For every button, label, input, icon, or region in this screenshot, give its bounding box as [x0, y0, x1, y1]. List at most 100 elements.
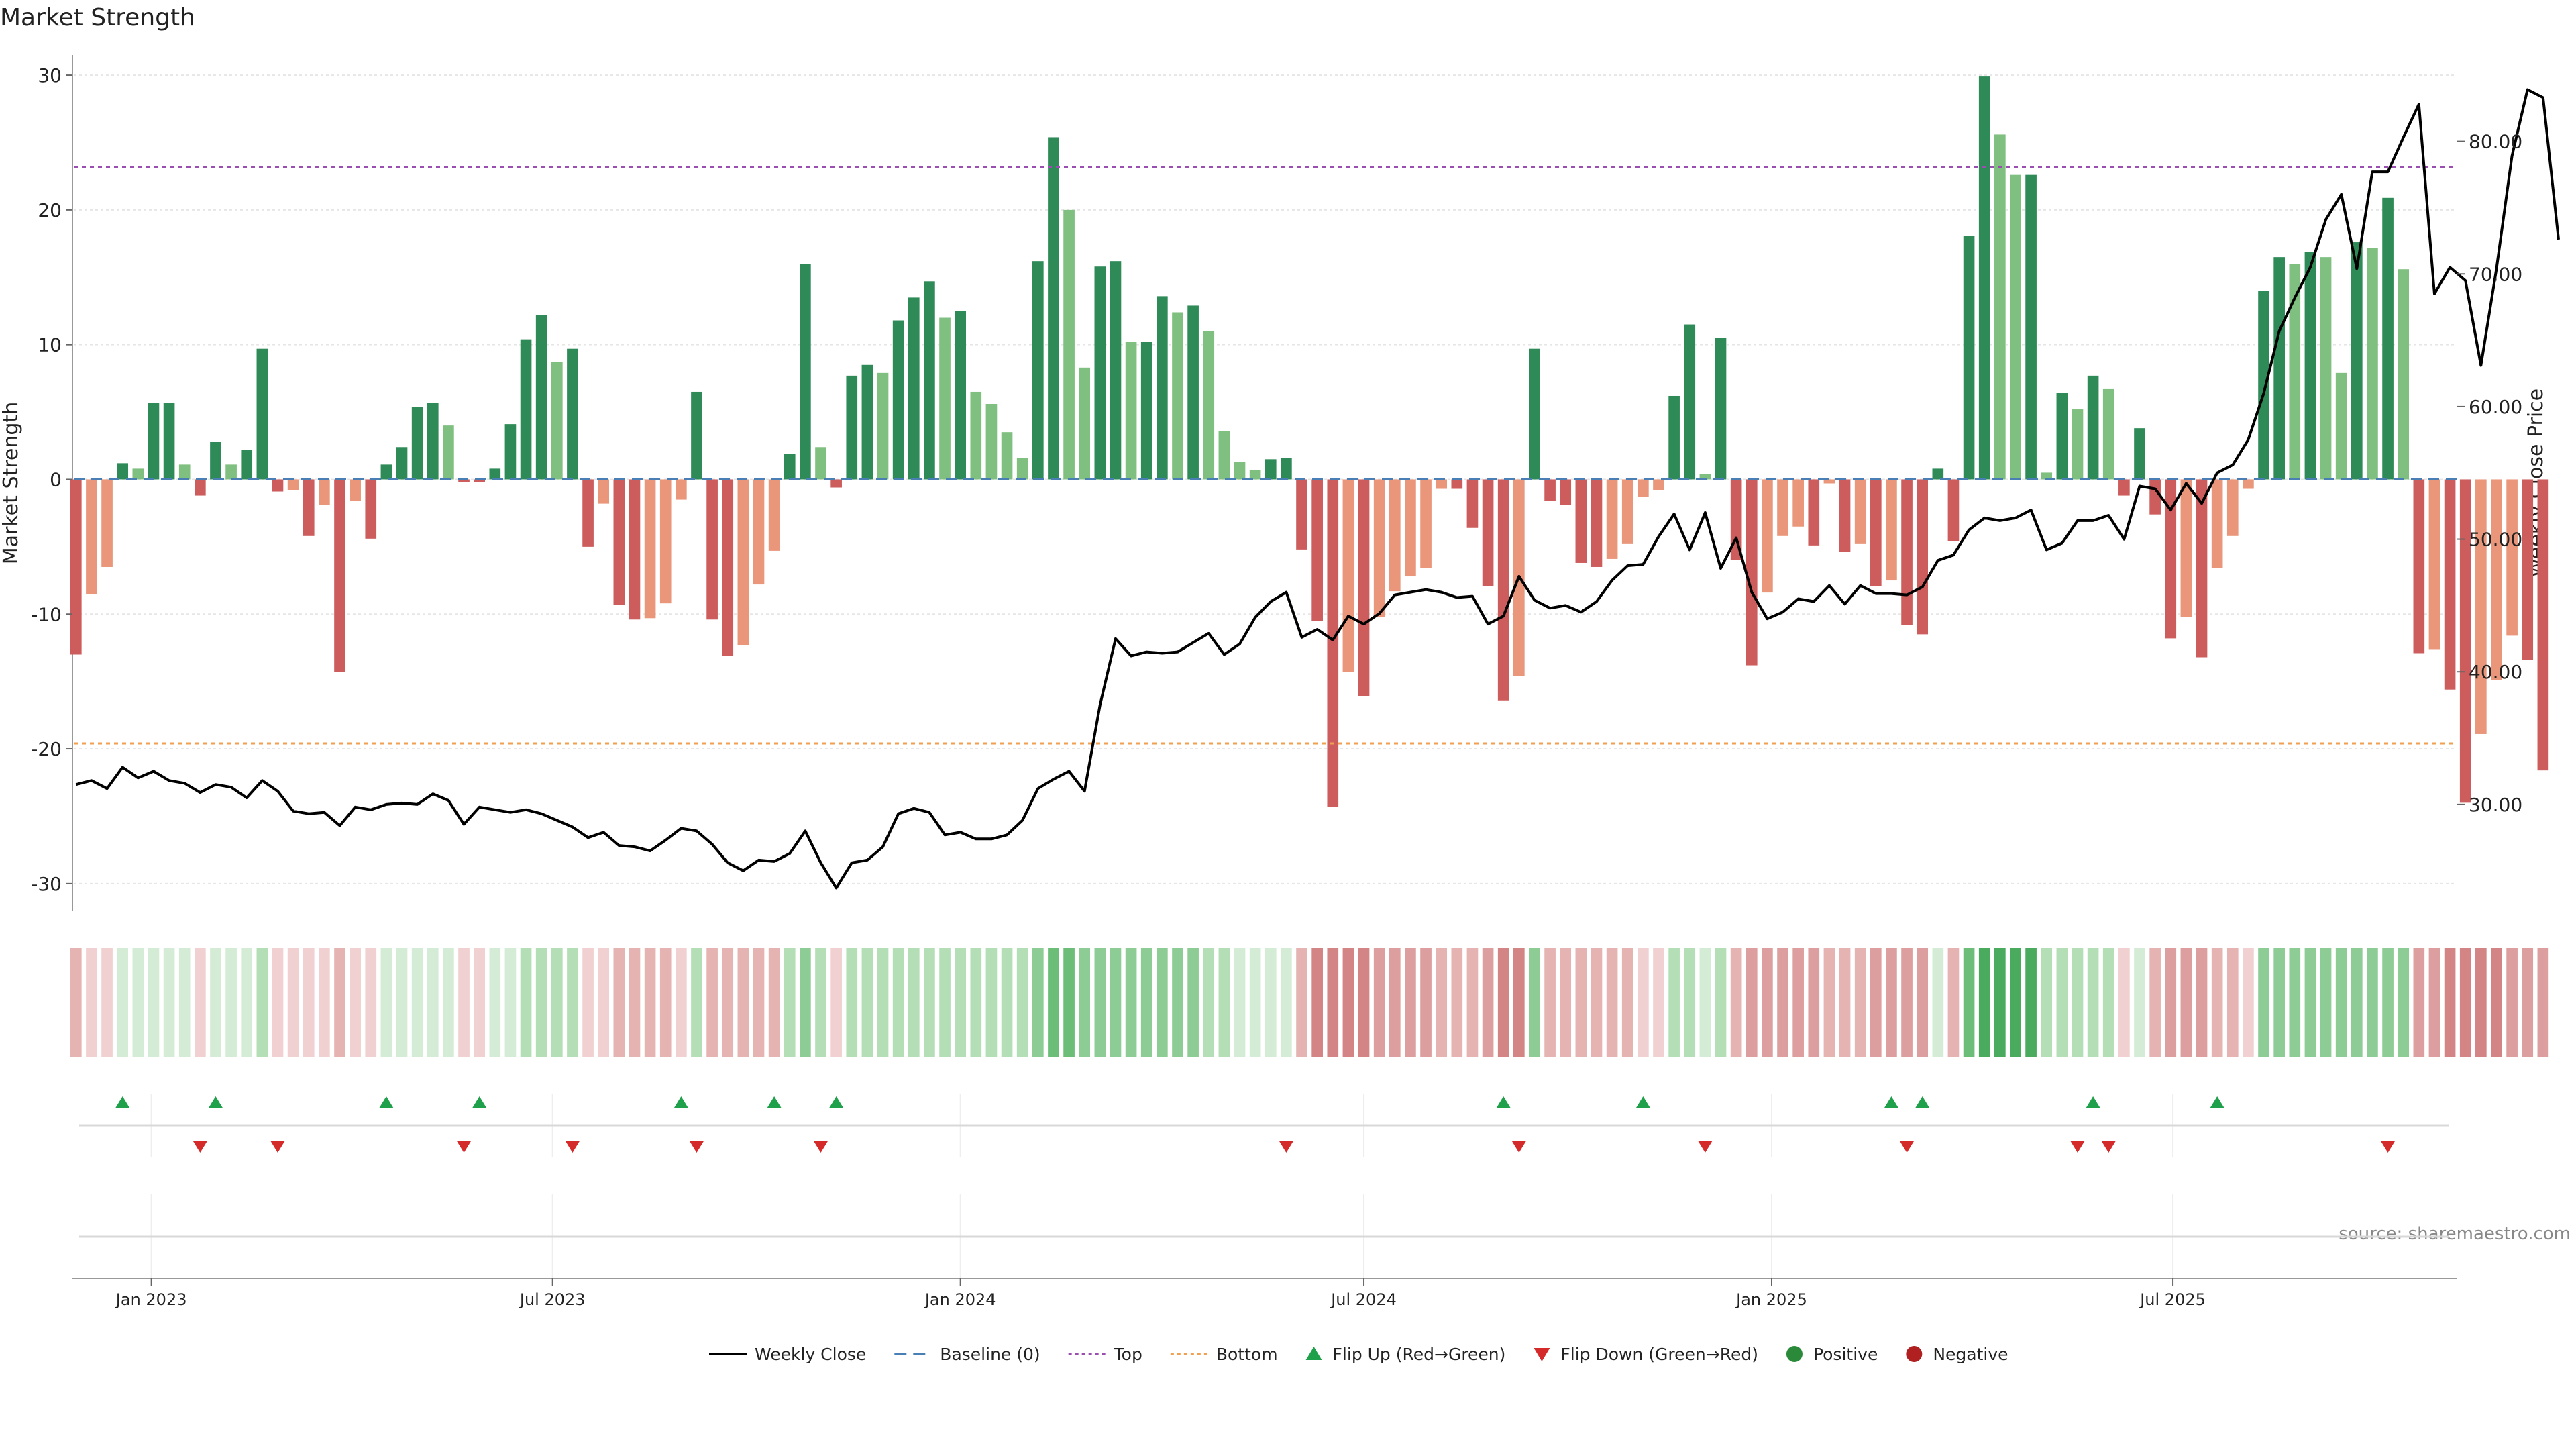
heat-cell: [411, 948, 423, 1057]
heat-cell: [2087, 948, 2099, 1057]
heat-cell: [195, 948, 206, 1057]
heat-cell: [70, 948, 82, 1057]
strength-bar: [2196, 479, 2208, 658]
flip-up-marker: [378, 1096, 394, 1108]
legend-label: Weekly Close: [755, 1345, 866, 1364]
heat-cell: [1668, 948, 1680, 1057]
strength-bar: [1653, 479, 1664, 490]
strength-bar: [396, 447, 408, 480]
heat-cell: [598, 948, 610, 1057]
heat-cell: [163, 948, 175, 1057]
heat-cell: [1482, 948, 1494, 1057]
flip-down-marker: [1899, 1141, 1915, 1153]
y2-tick-label: 60.00: [2469, 396, 2522, 418]
heat-cell: [722, 948, 734, 1057]
flip-up-marker: [208, 1096, 223, 1108]
heat-cell: [1560, 948, 1572, 1057]
strength-bar: [2304, 252, 2316, 480]
heat-cell: [1466, 948, 1479, 1057]
strength-bar: [1311, 479, 1323, 621]
strength-bar: [1016, 458, 1028, 480]
heat-cell: [908, 948, 920, 1057]
chart-title: Market Strength: [0, 4, 195, 32]
strength-bar: [2118, 479, 2130, 496]
strength-bar: [2289, 264, 2301, 480]
heat-cell: [1839, 948, 1851, 1057]
strength-bar: [1762, 479, 1773, 593]
strength-bar: [427, 403, 439, 480]
strength-bar: [861, 364, 873, 480]
strength-bar: [1110, 261, 1122, 480]
heat-cell: [1140, 948, 1152, 1057]
strength-bar: [117, 463, 129, 480]
strength-bar: [582, 479, 594, 547]
strength-bar: [365, 479, 377, 539]
heat-cell: [2134, 948, 2145, 1057]
strength-bar: [489, 468, 501, 480]
y-tick-label: 0: [50, 468, 62, 490]
strength-bar: [535, 315, 547, 480]
y2-tick-label: 70.00: [2469, 263, 2522, 285]
heat-cell: [1947, 948, 1960, 1057]
heat-cell: [970, 948, 982, 1057]
flip-up-marker: [1496, 1096, 1511, 1108]
strength-bar: [2273, 257, 2285, 480]
heat-cell: [178, 948, 191, 1057]
heat-cell: [2243, 948, 2254, 1057]
strength-bar: [1901, 479, 1913, 625]
x-tick-label: Jan 2025: [1735, 1290, 1807, 1309]
y-tick-label: -10: [31, 603, 62, 625]
strength-bar: [1172, 312, 1183, 480]
legend-label: Flip Down (Green→Red): [1560, 1345, 1758, 1364]
heat-cell: [1265, 948, 1277, 1057]
flip-down-marker: [1279, 1141, 1294, 1153]
y2-tick-label: 30.00: [2469, 794, 2522, 816]
heat-cell: [1653, 948, 1664, 1057]
flip-down-marker: [2101, 1141, 2116, 1153]
heat-cell: [1079, 948, 1091, 1057]
heat-cell: [504, 948, 517, 1057]
heat-cell: [924, 948, 935, 1057]
strength-bar: [676, 479, 687, 500]
strength-bar: [1777, 479, 1788, 536]
strength-bar: [1560, 479, 1572, 505]
strength-bar: [2056, 393, 2068, 480]
heat-cell: [1342, 948, 1354, 1057]
reference-lines: [74, 166, 2457, 745]
flip-up-marker: [2210, 1096, 2225, 1108]
strength-bar: [2491, 479, 2502, 680]
y-tick-label: 10: [38, 334, 62, 356]
heat-cell: [1699, 948, 1711, 1057]
strength-bar: [613, 479, 625, 605]
strength-bar: [163, 403, 175, 480]
flip-down-marker: [689, 1141, 704, 1153]
strength-bar: [1001, 432, 1013, 480]
heat-cell: [1032, 948, 1044, 1057]
heat-cell: [985, 948, 998, 1057]
heat-cell: [2506, 948, 2518, 1057]
strength-bar: [2180, 479, 2192, 617]
strength-bar: [768, 479, 780, 551]
strength-bar: [1544, 479, 1556, 501]
heat-cell: [2428, 948, 2440, 1057]
heat-cell: [1638, 948, 1649, 1057]
flip-up-marker: [828, 1096, 844, 1108]
strength-bar: [225, 464, 237, 480]
heat-cell: [567, 948, 578, 1057]
heat-cell: [350, 948, 361, 1057]
flip-up-marker: [2086, 1096, 2101, 1108]
heat-cell: [2382, 948, 2394, 1057]
heat-cell: [1932, 948, 1944, 1057]
strength-bar: [1048, 137, 1059, 480]
strength-bar: [1715, 338, 1727, 480]
heat-cell: [1157, 948, 1168, 1057]
strength-bar: [1125, 342, 1137, 480]
strength-bar: [2320, 257, 2332, 480]
legend-label: Baseline (0): [940, 1345, 1040, 1364]
heat-cell: [101, 948, 113, 1057]
strength-bar: [1994, 134, 2006, 480]
heat-cell: [1436, 948, 1448, 1057]
legend-item: Bottom: [1170, 1345, 1278, 1364]
heat-cell: [1187, 948, 1199, 1057]
strength-bar: [1265, 459, 1277, 480]
